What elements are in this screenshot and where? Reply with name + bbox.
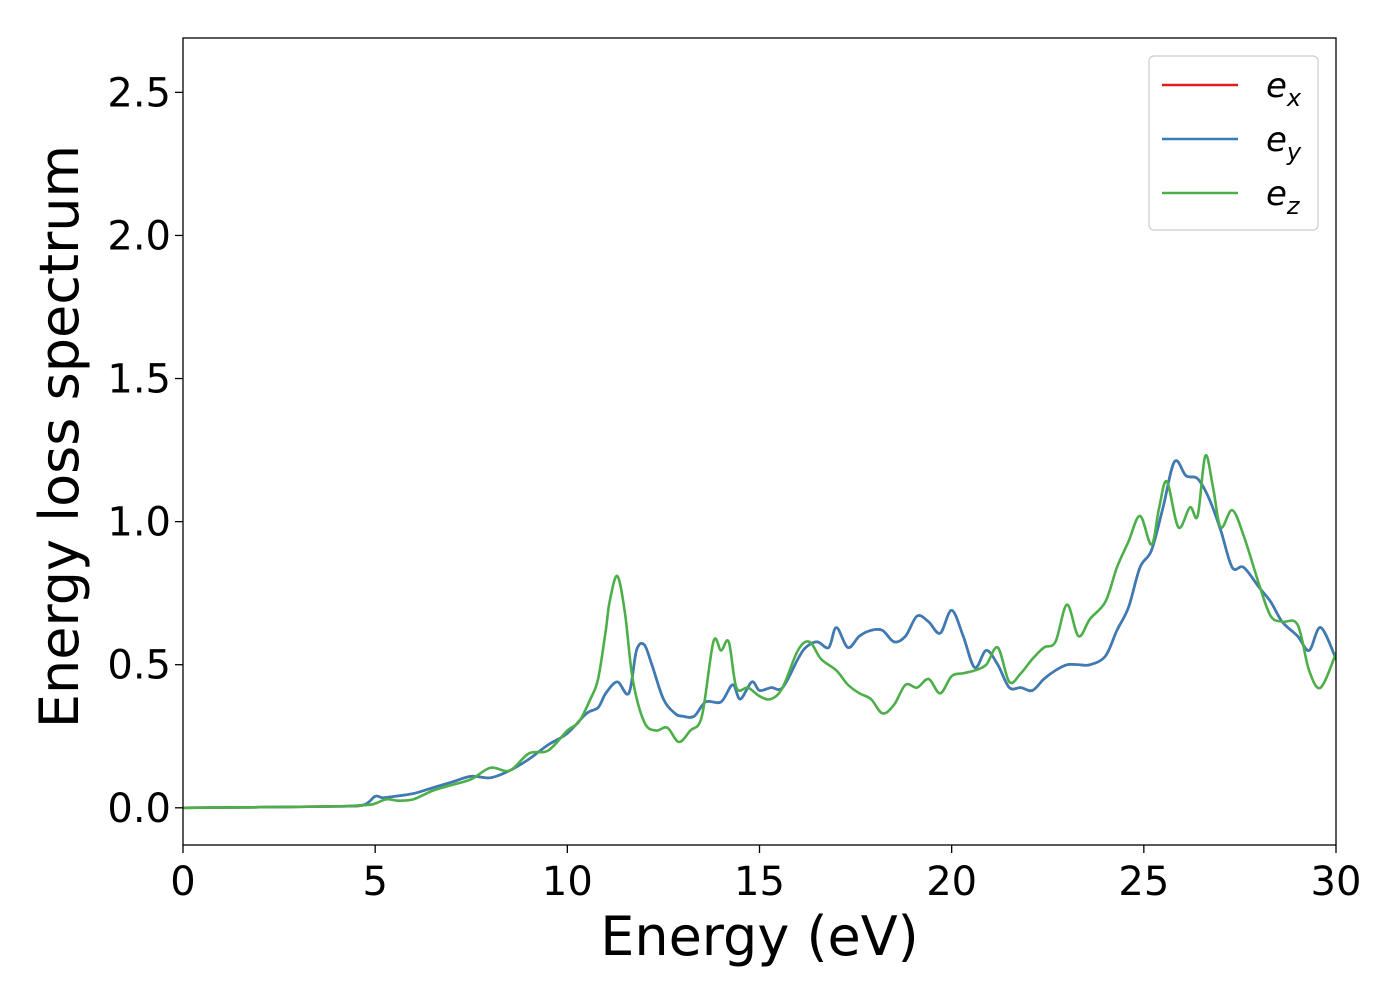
series-line-e-x	[183, 459, 1336, 810]
legend-box	[1148, 55, 1319, 231]
y-tick-label: 2.0	[107, 213, 171, 259]
x-tick-label: 5	[362, 859, 387, 905]
y-axis: 0.0 0.5 1.0 1.5 2.0 2.5	[107, 70, 183, 832]
series-line-e-y	[183, 459, 1336, 810]
y-tick-label: 2.5	[107, 70, 171, 116]
y-tick-label: 0.5	[107, 643, 171, 689]
x-axis-label: Energy (eV)	[600, 905, 919, 968]
x-tick-label: 0	[170, 859, 195, 905]
x-tick-label: 20	[926, 859, 977, 905]
series-layer	[183, 454, 1336, 810]
x-tick-label: 30	[1311, 859, 1362, 905]
y-tick-label: 1.0	[107, 500, 171, 546]
x-tick-label: 25	[1118, 859, 1169, 905]
x-tick-label: 10	[542, 859, 593, 905]
series-line-e-z	[183, 454, 1336, 810]
x-tick-label: 15	[734, 859, 785, 905]
x-axis: 0 5 10 15 20 25 30	[170, 845, 1361, 905]
y-axis-label: Energy loss spectrum	[28, 145, 91, 728]
y-tick-label: 1.5	[107, 357, 171, 403]
y-tick-label: 0.0	[107, 786, 171, 832]
